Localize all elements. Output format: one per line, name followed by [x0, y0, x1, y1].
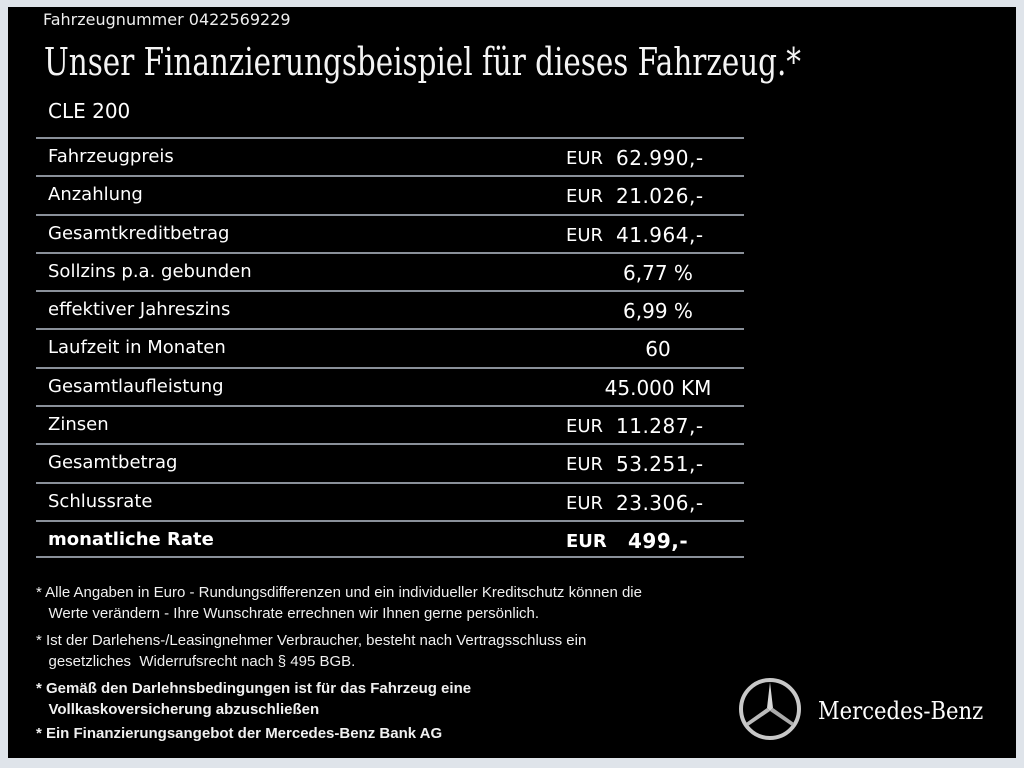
row-label: Sollzins p.a. gebunden	[48, 260, 252, 282]
table-row: Zinsen EUR 11.287,-	[36, 405, 744, 443]
footnote: * Gemäß den Darlehnsbedingungen ist für …	[36, 678, 471, 720]
footnote-line: Werte verändern - Ihre Wunschrate errech…	[36, 605, 540, 622]
footnote-line: * Alle Angaben in Euro - Rundungsdiffere…	[36, 584, 642, 601]
table-row: Laufzeit in Monaten 60	[36, 328, 744, 366]
table-row: Gesamtlaufleistung 45.000 KM	[36, 366, 744, 405]
row-value: 21.026,-	[616, 184, 704, 209]
financing-table: Fahrzeugpreis EUR 62.990,- Anzahlung EUR 21.0…	[36, 137, 744, 559]
table-row: effektiver Jahreszins 6,99 %	[36, 290, 744, 328]
row-value: 11.287,-	[616, 414, 704, 439]
row-label: Anzahlung	[48, 184, 143, 206]
table-row: Schlussrate EUR 23.306,-	[36, 481, 744, 520]
row-label: Fahrzeugpreis	[48, 146, 174, 167]
row-currency: EUR	[566, 224, 604, 246]
table-row: Gesamtbetrag EUR 53.251,-	[36, 443, 744, 481]
footnote: * Ein Finanzierungsangebot der Mercedes-…	[36, 723, 442, 744]
row-label: Laufzeit in Monaten	[48, 337, 226, 359]
row-value: 60	[645, 337, 671, 362]
table-row: Anzahlung EUR 21.026,-	[36, 175, 744, 213]
table-row: Gesamtkreditbetrag EUR 41.964,-	[36, 213, 744, 252]
footnote: * Alle Angaben in Euro - Rundungsdiffere…	[36, 582, 642, 624]
row-label: Zinsen	[48, 414, 109, 436]
table-row: Fahrzeugpreis EUR 62.990,-	[36, 137, 744, 175]
row-value: 41.964,-	[616, 222, 704, 247]
footnote: * Ist der Darlehens-/Leasingnehmer Verbr…	[36, 630, 586, 672]
row-currency: EUR	[566, 454, 604, 476]
vehicle-number: Fahrzeugnummer 0422569229	[43, 10, 291, 29]
row-value: 62.990,-	[616, 146, 704, 170]
footnote-line: * Ein Finanzierungsangebot der Mercedes-…	[36, 725, 443, 742]
row-value: 6,99 %	[623, 299, 693, 324]
row-currency: EUR	[566, 492, 604, 514]
mercedes-star-logo	[739, 678, 801, 740]
row-value: 6,77 %	[623, 260, 693, 285]
row-label: Gesamtlaufleistung	[48, 375, 224, 397]
row-value: 53.251,-	[616, 452, 704, 477]
table-row: monatliche Rate EUR 499,-	[36, 519, 744, 559]
financing-panel: Fahrzeugnummer 0422569229 Unser Finanzie…	[8, 7, 1016, 758]
footnote-line: * Gemäß den Darlehnsbedingungen ist für …	[36, 680, 472, 697]
row-currency: EUR	[566, 186, 604, 208]
row-currency: EUR	[566, 530, 607, 552]
row-label: Gesamtbetrag	[48, 452, 178, 474]
row-value: 23.306,-	[616, 490, 704, 515]
footnote-line: * Ist der Darlehens-/Leasingnehmer Verbr…	[36, 632, 587, 649]
footnote-line: gesetzliches Widerrufsrecht nach § 495 B…	[36, 653, 356, 670]
row-value: 499,-	[628, 528, 689, 553]
page-title: Unser Finanzierungsbeispiel für dieses F…	[44, 40, 802, 84]
row-currency: EUR	[566, 148, 604, 169]
table-row: Sollzins p.a. gebunden 6,77 %	[36, 251, 744, 290]
model-name: CLE 200	[48, 99, 131, 123]
row-label: effektiver Jahreszins	[48, 299, 231, 321]
row-value: 45.000 KM	[604, 375, 712, 400]
row-label: monatliche Rate	[48, 528, 214, 550]
row-currency: EUR	[566, 416, 604, 438]
brand-wordmark: Mercedes-Benz	[818, 697, 984, 725]
row-label: Schlussrate	[48, 490, 153, 512]
row-label: Gesamtkreditbetrag	[48, 222, 230, 244]
footnote-line: Vollkaskoversicherung abzuschließen	[36, 701, 320, 718]
